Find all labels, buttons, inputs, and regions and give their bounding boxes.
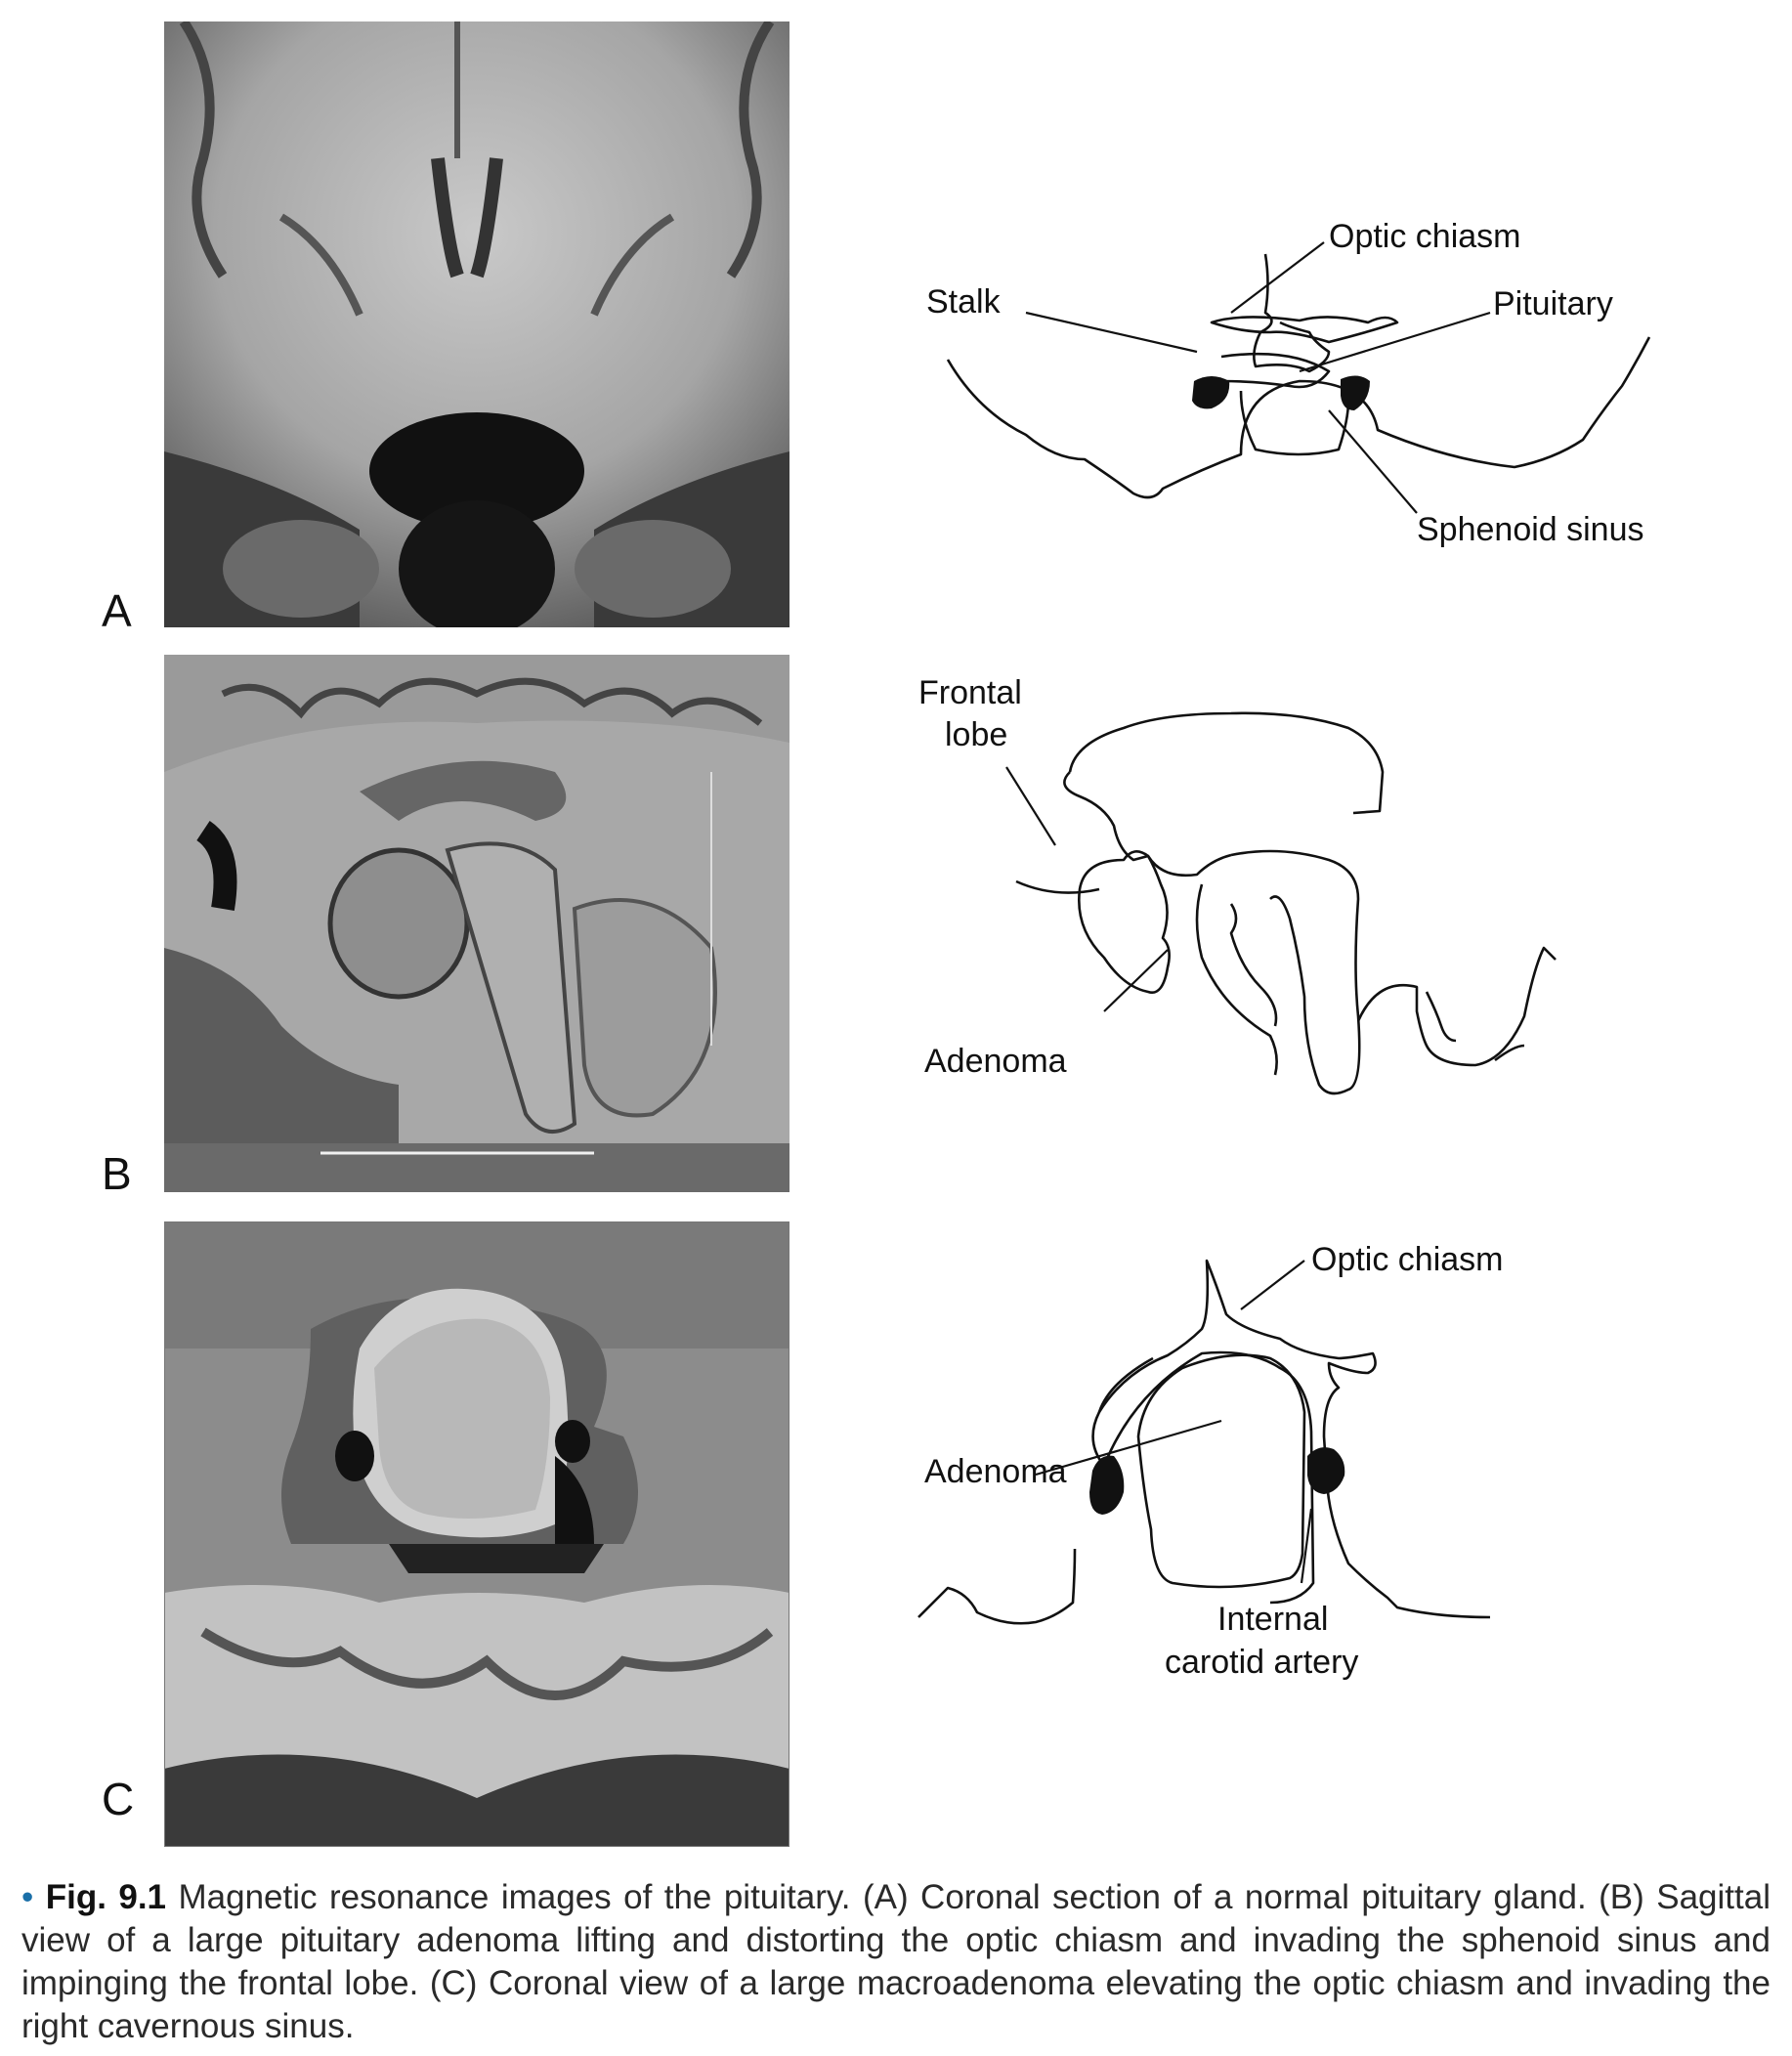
cavernous-sinus-left-a	[1192, 376, 1230, 409]
label-adenoma-c: Adenoma	[924, 1453, 1067, 1490]
label-frontal-lobe-line1-b: Frontal	[918, 674, 1022, 711]
cavernous-sinus-right-a	[1341, 375, 1370, 410]
panel-letter-a: A	[102, 585, 132, 636]
caption-figure-label: Fig. 9.1	[45, 1878, 167, 1916]
label-ica-line1-c: Internal	[1217, 1601, 1328, 1638]
brainstem-outline-b	[1230, 849, 1361, 1095]
label-sphenoid-sinus-a: Sphenoid sinus	[1417, 511, 1644, 548]
label-pituitary-a: Pituitary	[1493, 285, 1613, 322]
caption-bullet: •	[21, 1878, 34, 1916]
diagram-c-coronal-macroadenoma: Optic chiasm Adenoma Internal carotid ar…	[917, 1241, 1504, 1681]
internal-carotid-artery-right-c	[1089, 1455, 1125, 1515]
adenoma-outline-b	[1078, 850, 1171, 994]
internal-carotid-artery-left-c	[1307, 1447, 1345, 1494]
figure-caption: • Fig. 9.1 Magnetic resonance images of …	[21, 1876, 1771, 2048]
panel-letter-c: C	[102, 1774, 135, 1824]
caption-text: Magnetic resonance images of the pituita…	[21, 1878, 1771, 2045]
label-stalk-a: Stalk	[926, 283, 1002, 321]
mri-image-b	[164, 655, 789, 1192]
diagram-b-sagittal-adenoma: Frontal lobe Adenoma	[918, 674, 1557, 1095]
label-adenoma-b: Adenoma	[924, 1043, 1067, 1080]
label-ica-line2-c: carotid artery	[1165, 1644, 1358, 1681]
label-frontal-lobe-line2-b: lobe	[945, 716, 1007, 753]
skull-base-outline-a	[946, 336, 1651, 499]
frontal-lobe-outline-b	[1068, 711, 1385, 815]
adenoma-outline-c	[1136, 1353, 1306, 1589]
label-optic-chiasm-a: Optic chiasm	[1329, 218, 1521, 255]
mri-image-c	[164, 1221, 789, 1847]
panel-letter-b: B	[102, 1148, 132, 1199]
diagram-a-normal-pituitary: Optic chiasm Stalk Pituitary Sphenoid si…	[926, 218, 1651, 548]
label-optic-chiasm-c: Optic chiasm	[1311, 1241, 1504, 1278]
mri-image-a	[164, 21, 789, 627]
optic-chiasm-outline-c	[1091, 1350, 1315, 1605]
